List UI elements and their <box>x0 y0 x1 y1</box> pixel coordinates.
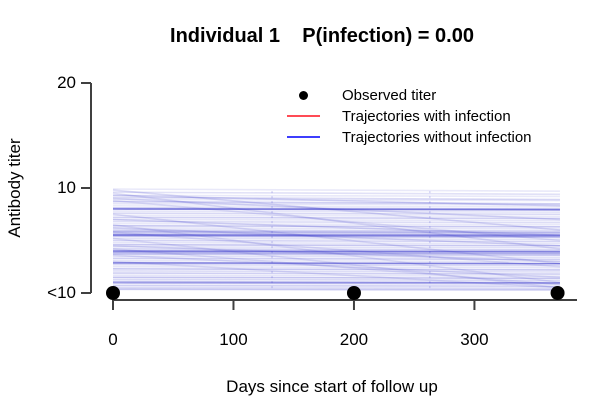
trajectory-line <box>112 262 560 265</box>
trajectory-line <box>112 278 560 282</box>
trajectory-line <box>112 263 560 267</box>
trajectory-line <box>112 214 560 218</box>
trajectory-line <box>112 286 560 290</box>
trajectory-line <box>112 216 560 220</box>
trajectory-line <box>112 239 560 243</box>
trajectory-line <box>112 260 561 289</box>
trajectory-line <box>112 237 561 289</box>
trajectory-line <box>112 231 561 268</box>
trajectory-line <box>112 274 560 278</box>
trajectory-line <box>112 188 560 192</box>
trajectory-line <box>112 223 561 284</box>
trajectory-line <box>112 248 561 286</box>
trajectory-line <box>112 253 560 256</box>
trajectory-line <box>112 230 560 234</box>
legend-label-without-infection: Trajectories without infection <box>342 128 532 146</box>
y-tick-label: 10 <box>57 178 76 197</box>
trajectory-line <box>112 257 560 261</box>
legend-label-with-infection: Trajectories with infection <box>342 107 511 125</box>
legend-row-observed: Observed titer <box>287 85 532 105</box>
trajectory-line <box>112 246 560 249</box>
trajectory-line <box>112 227 561 247</box>
trajectory-line <box>112 218 561 237</box>
trajectory-line <box>112 222 560 226</box>
trajectory-line <box>112 284 560 287</box>
trajectory-line <box>112 213 561 265</box>
trajectory-line <box>112 259 560 263</box>
x-tick-label: 200 <box>339 330 369 349</box>
trajectory-line <box>112 227 560 230</box>
x-axis-title: Days since start of follow up <box>226 377 438 396</box>
trajectory-line <box>112 248 560 251</box>
trajectory-line <box>112 229 560 232</box>
x-tick-label: 100 <box>219 330 248 349</box>
trajectory-line <box>112 250 560 253</box>
trajectory-line <box>112 234 560 238</box>
trajectory-line <box>112 276 560 280</box>
trajectory-line <box>112 192 561 250</box>
trajectory-line <box>112 200 560 205</box>
x-tick-label: 0 <box>108 330 118 349</box>
trajectory-line <box>112 205 560 208</box>
trajectory-line <box>112 280 560 284</box>
trajectory-line <box>112 261 560 265</box>
trajectory-line <box>112 270 560 273</box>
trajectory-line <box>112 212 560 216</box>
trajectory-line <box>112 237 560 241</box>
trajectory-line <box>112 281 560 284</box>
trajectory-line <box>112 272 560 275</box>
trajectory-line <box>112 250 560 253</box>
trajectory-line <box>112 282 560 285</box>
trajectory-line <box>112 199 561 242</box>
x-tick-label: 300 <box>460 330 489 349</box>
trajectory-line <box>112 251 560 255</box>
trajectory-line <box>112 225 560 228</box>
y-tick-label: <10 <box>47 283 76 302</box>
trajectory-line <box>112 202 560 206</box>
plot-title: Individual 1 P(infection) = 0.00 <box>170 25 474 47</box>
trajectory-line <box>112 196 560 201</box>
legend-row-without-infection: Trajectories without infection <box>287 127 532 147</box>
y-tick-label: 20 <box>57 73 76 92</box>
trajectory-line <box>112 268 560 271</box>
trajectory-line <box>112 255 560 259</box>
trajectory-line <box>112 208 560 211</box>
trajectory-line <box>112 235 560 239</box>
trajectory-line <box>112 243 560 247</box>
trajectory-line <box>112 208 560 211</box>
observed-titer-point <box>346 286 361 300</box>
trajectory-line <box>112 194 560 207</box>
infection-line-marker <box>287 114 320 118</box>
observed-titer-point <box>550 286 565 300</box>
trajectory-line <box>112 191 560 196</box>
trajectory-line <box>112 218 560 222</box>
trajectory-line <box>112 194 560 198</box>
trajectory-line <box>112 232 560 235</box>
no-infection-line-marker <box>287 135 320 139</box>
legend-label-observed: Observed titer <box>342 86 437 104</box>
trajectory-line <box>112 210 560 213</box>
trajectory-line <box>112 189 561 231</box>
trajectory-line <box>112 233 560 237</box>
trajectory-line <box>112 241 560 245</box>
trajectory-line <box>112 220 560 224</box>
observed-titer-point <box>106 286 120 300</box>
legend: Observed titer Trajectories with infecti… <box>287 85 532 147</box>
trajectory-line <box>112 198 560 202</box>
trajectory-line <box>112 244 561 263</box>
trajectory-line <box>112 288 560 291</box>
trajectory-line <box>112 207 560 210</box>
observed-point-marker <box>287 90 320 100</box>
trajectory-line <box>112 254 561 279</box>
legend-row-with-infection: Trajectories with infection <box>287 106 532 126</box>
trajectory-line <box>112 265 560 269</box>
trajectory-line <box>112 197 561 221</box>
